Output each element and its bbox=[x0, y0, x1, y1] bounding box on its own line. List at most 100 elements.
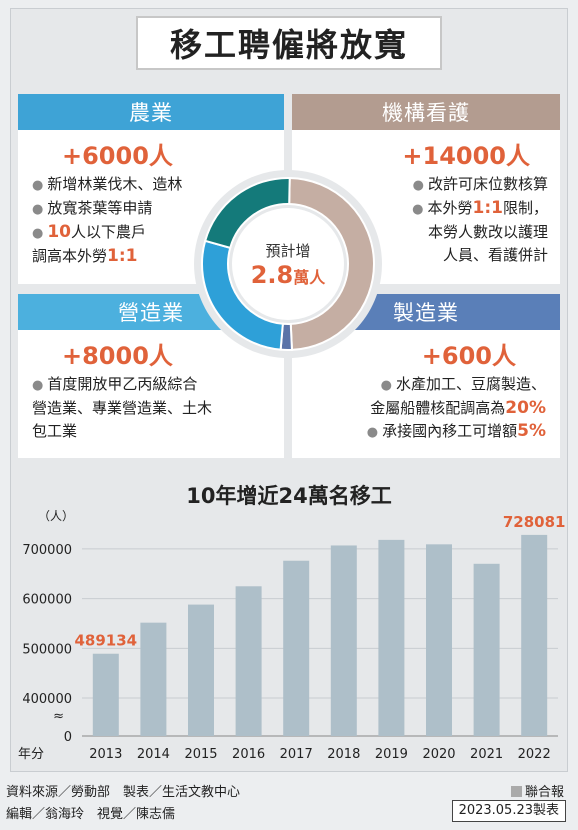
card-agriculture-line-hl: 10 bbox=[47, 222, 72, 242]
bar bbox=[283, 560, 310, 736]
card-care-line-post: 限制， bbox=[502, 199, 548, 217]
card-agriculture-amount: +6000人 bbox=[62, 142, 173, 170]
y-tick-label: 0 bbox=[64, 730, 72, 745]
x-tick-label: 2016 bbox=[232, 747, 265, 762]
card-care-line-pre: 本外勞 bbox=[427, 199, 473, 217]
card-care-line: ● 改許可床位數核算 bbox=[292, 173, 548, 197]
x-tick-label: 2019 bbox=[375, 747, 408, 762]
card-agriculture-line: 調高本外勞1:1 bbox=[32, 245, 284, 268]
card-manufacturing-line: ● 水產加工、豆腐製造、 bbox=[292, 373, 546, 397]
card-construction-line: 包工業 bbox=[32, 420, 284, 443]
card-construction-header: 營造業 bbox=[18, 294, 284, 330]
card-manufacturing-line: ● 承接國內移工可增額5% bbox=[292, 420, 546, 444]
card-care-line-pre: 本勞人數改以護理 bbox=[427, 223, 548, 241]
y-tick-label: 500000 bbox=[22, 642, 72, 657]
card-care-line-pre: 改許可床位數核算 bbox=[427, 175, 548, 193]
footer-editor: 編輯／翁海玲 視覺／陳志儒 bbox=[6, 807, 176, 822]
card-agriculture-line-post: 人以下農戶 bbox=[71, 223, 147, 241]
bullet-icon: ● bbox=[32, 226, 44, 241]
card-construction-line-pre: 包工業 bbox=[32, 422, 78, 440]
x-axis-label: 年分 bbox=[18, 747, 44, 762]
donut-center: 預計增 2.8萬人 bbox=[228, 240, 348, 289]
card-agriculture-line-pre: 調高本外勞 bbox=[32, 247, 108, 265]
bar bbox=[521, 534, 548, 736]
page-title: 移工聘僱將放寬 bbox=[136, 16, 442, 70]
card-construction-lines: ● 首度開放甲乙丙級綜合 營造業、專業營造業、土木 包工業 bbox=[18, 373, 284, 443]
card-construction-line: ● 首度開放甲乙丙級綜合 bbox=[32, 373, 284, 397]
bullet-icon: ● bbox=[32, 378, 44, 393]
card-manufacturing: 製造業 +600人 ● 水產加工、豆腐製造、 金屬船體核配調高為20% ● 承接國內移工… bbox=[292, 294, 560, 458]
brand-logo: 聯合報 bbox=[510, 781, 564, 800]
card-manufacturing-line-hl: 5% bbox=[517, 421, 546, 441]
bar bbox=[426, 544, 452, 736]
bar-chart-title: 10年增近24萬名移工 bbox=[186, 484, 392, 508]
x-tick-label: 2015 bbox=[184, 747, 217, 762]
x-tick-label: 2013 bbox=[89, 747, 122, 762]
card-construction-line-pre: 首度開放甲乙丙級綜合 bbox=[47, 375, 198, 393]
card-construction-amount: +8000人 bbox=[62, 342, 173, 370]
card-construction: 營造業 +8000人 ● 首度開放甲乙丙級綜合 營造業、專業營造業、土木 包工業 bbox=[18, 294, 284, 458]
bar bbox=[140, 622, 167, 736]
data-label: 728081 bbox=[503, 513, 566, 531]
brand-square-icon bbox=[510, 786, 522, 797]
bar bbox=[188, 604, 214, 736]
card-manufacturing-header: 製造業 bbox=[292, 294, 560, 330]
donut-center-value: 2.8 bbox=[250, 261, 294, 289]
bullet-icon: ● bbox=[412, 202, 424, 217]
y-tick-label: 600000 bbox=[22, 593, 72, 608]
card-care-line: 人員、看護併計 bbox=[292, 244, 548, 267]
bullet-icon: ● bbox=[32, 178, 44, 193]
card-agriculture-header: 農業 bbox=[18, 94, 284, 130]
bullet-icon: ● bbox=[412, 178, 424, 193]
bar bbox=[473, 563, 500, 736]
bullet-icon: ● bbox=[366, 425, 379, 440]
card-care-line: ● 本外勞1:1限制， bbox=[292, 197, 548, 221]
date-badge: 2023.05.23製表 bbox=[451, 800, 566, 822]
y-axis-label: （人） bbox=[38, 510, 74, 523]
x-tick-label: 2021 bbox=[470, 747, 503, 762]
card-manufacturing-lines: ● 水產加工、豆腐製造、 金屬船體核配調高為20% ● 承接國內移工可增額5% bbox=[292, 373, 560, 444]
card-agriculture-line: ● 10人以下農戶 bbox=[32, 221, 284, 245]
card-care-line-pre: 人員、看護併計 bbox=[442, 246, 548, 264]
card-care-header: 機構看護 bbox=[292, 94, 560, 130]
card-manufacturing-line-pre: 承接國內移工可增額 bbox=[382, 422, 518, 440]
card-construction-line-pre: 營造業、專業營造業、土木 bbox=[32, 399, 213, 417]
bar bbox=[378, 539, 405, 736]
axis-break-icon: ≈ bbox=[53, 709, 64, 724]
card-care-line-hl: 1:1 bbox=[472, 198, 503, 218]
x-tick-label: 2022 bbox=[518, 747, 551, 762]
card-manufacturing-line: 金屬船體核配調高為20% bbox=[292, 397, 546, 420]
x-tick-label: 2018 bbox=[327, 747, 360, 762]
bar bbox=[235, 586, 262, 736]
card-care-lines: ● 改許可床位數核算 ● 本外勞1:1限制， 本勞人數改以護理 人員、看護併計 bbox=[292, 173, 560, 267]
x-tick-label: 2014 bbox=[137, 747, 170, 762]
card-care: 機構看護 +14000人 ● 改許可床位數核算 ● 本外勞1:1限制， 本勞人數改以護理… bbox=[292, 94, 560, 284]
card-agriculture: 農業 +6000人 ● 新增林業伐木、造林 ● 放寬茶葉等申請 ● 10人以下農戶 調高本外… bbox=[18, 94, 284, 284]
card-manufacturing-amount: +600人 bbox=[421, 342, 516, 370]
footer-source: 資料來源／勞動部 製表／生活文教中心 bbox=[6, 785, 241, 800]
card-agriculture-line-hl: 1:1 bbox=[107, 246, 138, 266]
card-care-line: 本勞人數改以護理 bbox=[292, 221, 548, 244]
bullet-icon: ● bbox=[32, 202, 44, 217]
donut-center-label: 預計增 bbox=[265, 242, 311, 260]
brand-name: 聯合報 bbox=[524, 785, 564, 800]
bar bbox=[92, 653, 119, 736]
y-tick-label: 400000 bbox=[22, 692, 72, 707]
x-tick-label: 2020 bbox=[422, 747, 455, 762]
card-construction-line: 營造業、專業營造業、土木 bbox=[32, 397, 284, 420]
bullet-icon: ● bbox=[380, 378, 392, 393]
x-tick-label: 2017 bbox=[280, 747, 313, 762]
bar bbox=[330, 545, 357, 736]
card-manufacturing-line-pre: 水產加工、豆腐製造、 bbox=[395, 375, 546, 393]
bar-chart: 700000 600000 500000 400000 0≈ （人） 年分 2013 2014 2… bbox=[18, 510, 566, 762]
data-label: 489134 bbox=[74, 632, 137, 650]
card-agriculture-line-pre: 放寬茶葉等申請 bbox=[47, 199, 153, 217]
card-care-amount: +14000人 bbox=[402, 142, 530, 170]
card-agriculture-line: ● 放寬茶葉等申請 bbox=[32, 197, 284, 221]
card-agriculture-lines: ● 新增林業伐木、造林 ● 放寬茶葉等申請 ● 10人以下農戶 調高本外勞1:1 bbox=[18, 173, 284, 268]
card-agriculture-line-pre: 新增林業伐木、造林 bbox=[47, 175, 183, 193]
y-tick-label: 700000 bbox=[22, 543, 72, 558]
card-agriculture-line: ● 新增林業伐木、造林 bbox=[32, 173, 284, 197]
donut-center-unit: 萬人 bbox=[293, 268, 326, 287]
card-manufacturing-line-pre: 金屬船體核配調高為 bbox=[370, 399, 506, 417]
